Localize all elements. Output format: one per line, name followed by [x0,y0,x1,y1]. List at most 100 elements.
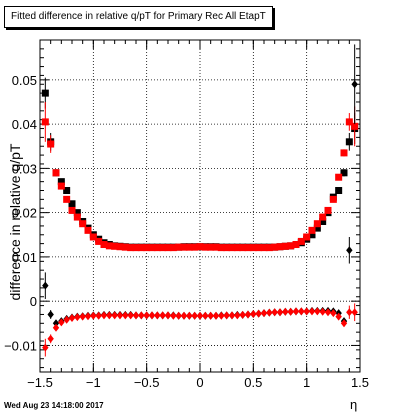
data-point [228,311,236,320]
data-point [340,149,348,157]
data-point [57,182,65,190]
data-point [132,244,140,252]
data-point [212,311,220,320]
data-point [52,169,60,177]
data-point [42,343,49,352]
data-point [127,244,135,252]
data-point [170,311,177,320]
data-point [329,195,337,203]
data-point [84,312,92,321]
data-point [265,244,273,252]
data-point [196,243,204,251]
data-point [180,311,188,320]
data-point [175,243,183,251]
data-point [41,118,49,126]
x-tick-label: 1.5 [351,375,369,390]
data-point [271,308,278,317]
y-tick-label: 0.03 [12,161,37,176]
data-point [218,311,225,320]
grid-lines [40,40,360,372]
data-point [319,307,326,316]
data-point [217,244,225,252]
data-point [292,307,300,316]
x-tick-label: −0.5 [134,375,160,390]
data-point [228,244,236,252]
y-tick-label: −0.01 [4,338,37,353]
x-tick-label: −1 [86,375,101,390]
series-3 [42,303,358,357]
data-point [335,187,343,195]
data-point [74,313,81,322]
data-point [308,226,316,234]
y-axis-title: difference in relative q/pT [7,143,23,300]
data-point [255,309,262,318]
data-point [57,178,65,186]
series-2 [42,44,358,328]
data-point [292,241,300,249]
x-tick-label: 1 [303,375,310,390]
data-point [340,319,348,328]
data-point [175,311,182,320]
data-point [164,244,172,252]
x-axis-title: η [350,397,358,412]
data-point [303,307,310,316]
data-point [63,315,70,324]
footer-timestamp: Wed Aug 23 14:18:00 2017 [4,401,104,410]
data-point [169,244,177,252]
data-point [52,319,60,328]
data-point [297,237,305,245]
data-point [351,308,358,317]
data-point [319,217,327,225]
data-point [234,311,241,320]
data-point [207,311,214,320]
data-point [223,244,231,252]
data-point [233,244,241,252]
data-point [282,307,289,316]
series-1 [41,101,359,252]
data-point [287,242,295,250]
data-point [201,243,209,251]
data-point [137,244,145,252]
data-point [202,311,209,320]
data-point [207,243,215,251]
data-point [111,242,119,250]
data-point [68,206,76,214]
data-point [244,244,252,252]
data-point [180,243,188,251]
data-point [335,173,343,181]
data-point [164,311,172,320]
data-point [346,246,353,255]
data-point [196,311,204,320]
data-point [95,311,102,320]
data-point [116,243,124,251]
data-point [79,312,86,321]
data-point [191,311,198,320]
data-point [298,307,305,316]
data-point [239,244,247,252]
data-point [249,244,257,252]
data-point [143,244,151,252]
data-point [159,244,167,252]
data-point [239,310,246,319]
data-point [73,209,81,217]
data-point [90,311,97,320]
chart-title: Fitted difference in relative q/pT for P… [4,6,273,28]
y-tick-label: 0.01 [12,250,37,265]
data-point [138,311,145,320]
data-point [121,243,129,251]
data-point [100,241,108,249]
data-point [185,243,193,251]
data-point [111,311,118,320]
data-point [255,244,263,252]
x-tick-label: 0 [196,375,203,390]
data-point [84,226,92,234]
data-point [244,310,252,319]
data-point [330,309,337,318]
data-point [106,311,113,320]
data-point [276,308,284,317]
x-tick-label: −1.5 [27,375,53,390]
data-point [223,311,230,320]
data-point [281,242,289,250]
data-point [303,233,311,241]
